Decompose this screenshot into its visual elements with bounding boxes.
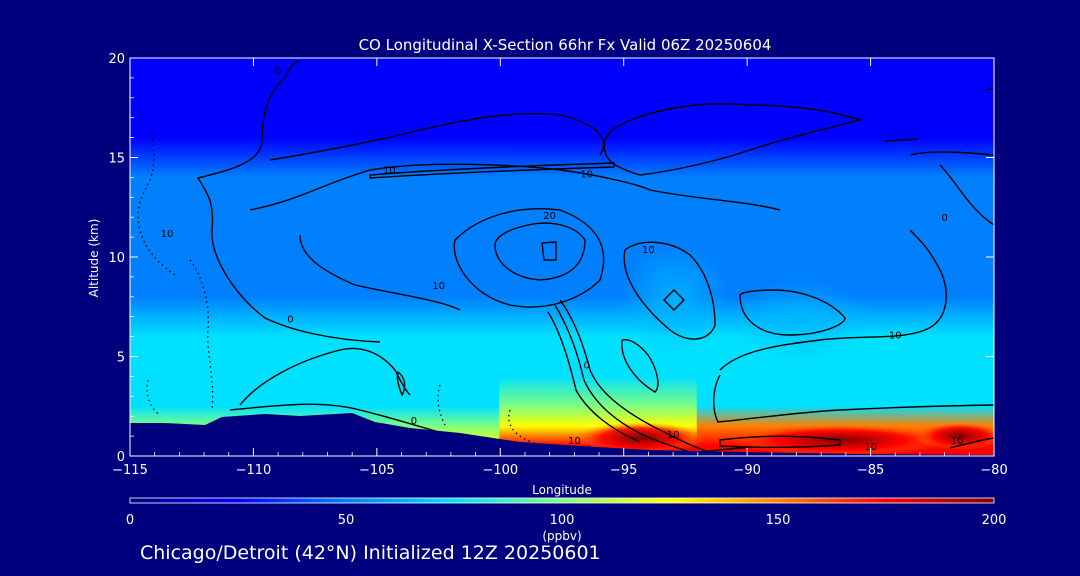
contour-line	[269, 112, 605, 161]
contour-label: 10	[432, 281, 445, 292]
contour-line	[229, 403, 451, 436]
x-tick-label: −115	[112, 463, 148, 478]
x-axis: −115 −110 −105 −100 −95 −90 −85 −80	[112, 58, 1008, 478]
contour-label: 10	[951, 436, 964, 447]
colorbar: 0 50 100 150 200 (ppbv)	[126, 497, 1007, 543]
colorbar-tick-label: 200	[982, 513, 1007, 528]
co-field	[130, 58, 994, 456]
contour-line	[396, 370, 406, 397]
contour-line	[621, 338, 659, 393]
contour-label: 10	[667, 430, 680, 441]
colorbar-tick-label: 0	[126, 513, 134, 528]
colorbar-label: (ppbv)	[542, 529, 581, 543]
colorbar-ticks: 0 50 100 150 200	[126, 513, 1007, 528]
y-tick-label: 20	[108, 52, 125, 67]
contour-label: 0	[275, 66, 281, 77]
contour-label: 10	[161, 229, 174, 240]
contour-line	[739, 289, 846, 336]
contour-lines	[196, 59, 994, 456]
colorbar-gradient	[130, 498, 994, 503]
contour-line	[239, 347, 411, 406]
plot-area	[130, 58, 994, 456]
contour-label: 10	[568, 436, 581, 447]
hot-spot	[915, 422, 994, 450]
contour-line	[719, 229, 947, 371]
contour-line	[719, 435, 841, 449]
contour-label: 0	[583, 360, 589, 371]
dotted-contour	[146, 379, 161, 416]
contour-label: 0	[411, 416, 417, 427]
contour-line	[713, 374, 994, 423]
contour-line	[196, 77, 381, 343]
contour-line	[299, 234, 461, 311]
contour-line	[453, 208, 605, 308]
dotted-contour	[134, 109, 176, 276]
y-tick-label: 10	[108, 251, 125, 266]
x-tick-label: −85	[857, 463, 884, 478]
x-axis-label: Longitude	[532, 483, 592, 497]
chart-title: CO Longitudinal X-Section 66hr Fx Valid …	[359, 36, 772, 54]
y-axis: 0 5 10 15 20	[108, 52, 994, 465]
contour-line	[884, 138, 919, 142]
x-tick-label: −105	[359, 463, 395, 478]
contour-line	[369, 162, 615, 179]
y-tick-label: 0	[117, 450, 125, 465]
y-tick-label: 5	[117, 351, 125, 366]
contour-label: 20	[543, 211, 556, 222]
contour-line	[663, 289, 685, 311]
contour-line	[949, 437, 994, 449]
field-column-rockies	[301, 58, 502, 456]
contour-label: 0	[941, 213, 947, 224]
y-tick-label: 15	[108, 152, 125, 167]
contour-line	[541, 241, 557, 261]
contour-label: 10	[864, 442, 877, 453]
contour-line	[559, 299, 711, 453]
contour-label: 10	[642, 245, 655, 256]
subtitle: Chicago/Detroit (42°N) Initialized 12Z 2…	[140, 542, 601, 564]
contour-labels: 0 10 10 20 10 10 10 0 0 0 0 10 10 10 10 10	[161, 66, 964, 453]
x-tick-label: −90	[733, 463, 760, 478]
colorbar-frame	[129, 497, 995, 504]
contour-line	[547, 311, 641, 443]
cyan-anomaly	[620, 245, 730, 355]
x-tick-label: −80	[980, 463, 1007, 478]
contour-label: 0	[287, 315, 293, 326]
x-tick-label: −95	[610, 463, 637, 478]
x-tick-label: −100	[482, 463, 518, 478]
contour-line	[603, 103, 863, 176]
field-column-east	[696, 58, 994, 456]
contour-line	[623, 241, 716, 340]
y-axis-label: Altitude (km)	[87, 219, 101, 298]
contour-line	[909, 151, 994, 156]
colorbar-tick-label: 50	[338, 513, 355, 528]
colorbar-tick-label: 100	[550, 513, 575, 528]
contour-line	[494, 222, 586, 281]
contour-label: 10	[580, 169, 593, 180]
contour-label: 10	[383, 165, 396, 176]
contour-line	[554, 304, 701, 456]
terrain	[130, 413, 994, 456]
cyan-anomaly	[730, 280, 870, 360]
x-tick-label: −110	[236, 463, 272, 478]
terrain-mask	[130, 413, 994, 456]
contour-label: 10	[889, 331, 902, 342]
contour-line	[939, 164, 994, 226]
contour-line	[984, 87, 994, 91]
colorbar-tick-label: 150	[766, 513, 791, 528]
contour-line	[284, 59, 301, 79]
